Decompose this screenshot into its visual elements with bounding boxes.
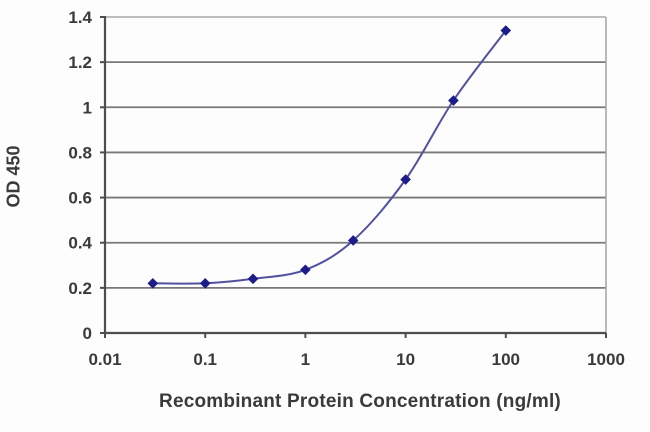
y-tick-label: 0.2	[68, 279, 92, 298]
data-point-marker	[147, 278, 159, 289]
data-point-marker	[300, 264, 311, 276]
y-axis-title: OD 450	[3, 145, 24, 208]
x-tick-label: 100	[492, 350, 520, 369]
y-tick-label: 1.2	[68, 53, 92, 72]
y-tick-label: 0.6	[68, 189, 92, 208]
y-tick-label: 1.4	[68, 8, 92, 27]
x-tick-label: 0.01	[88, 350, 121, 369]
data-point-marker	[448, 95, 459, 106]
x-tick-label: 0.1	[193, 350, 217, 369]
x-axis-title: Recombinant Protein Concentration (ng/ml…	[159, 391, 561, 412]
x-tick-label: 1000	[587, 350, 625, 369]
data-point-marker	[500, 25, 512, 36]
x-tick-label: 10	[396, 350, 415, 369]
x-tick-label: 1	[301, 350, 310, 369]
y-tick-label: 0.8	[68, 143, 92, 162]
series-line	[152, 29, 507, 285]
data-point-marker	[347, 235, 359, 246]
y-tick-label: 1	[83, 98, 92, 117]
y-tick-label: 0.4	[68, 234, 92, 253]
data-point-marker	[400, 174, 411, 185]
data-point-marker	[247, 273, 259, 285]
y-tick-label: 0	[83, 324, 92, 343]
data-point-marker	[199, 278, 211, 289]
